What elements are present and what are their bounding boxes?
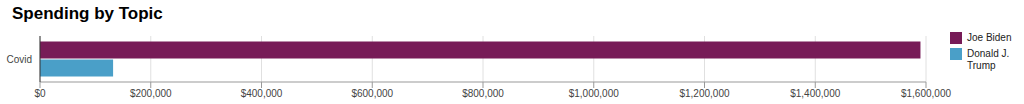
svg-text:$400,000: $400,000 [241, 88, 283, 99]
svg-text:$1,200,000: $1,200,000 [679, 88, 729, 99]
html-text:Spending by Topic: Spending by Topic [12, 4, 163, 23]
svg-text:$600,000: $600,000 [351, 88, 393, 99]
svg-text:$1,600,000: $1,600,000 [901, 88, 951, 99]
svg-text:$0: $0 [34, 88, 46, 99]
svg-text:Covid: Covid [8, 54, 32, 65]
html-text:Joe Biden: Joe Biden [967, 32, 1012, 43]
svg-text:$200,000: $200,000 [130, 88, 172, 99]
svg-text:$800,000: $800,000 [462, 88, 504, 99]
html-text:Donald J. Trump: Donald J. Trump [967, 48, 1010, 71]
svg-text:$1,400,000: $1,400,000 [790, 88, 840, 99]
svg-text:$1,000,000: $1,000,000 [569, 88, 619, 99]
